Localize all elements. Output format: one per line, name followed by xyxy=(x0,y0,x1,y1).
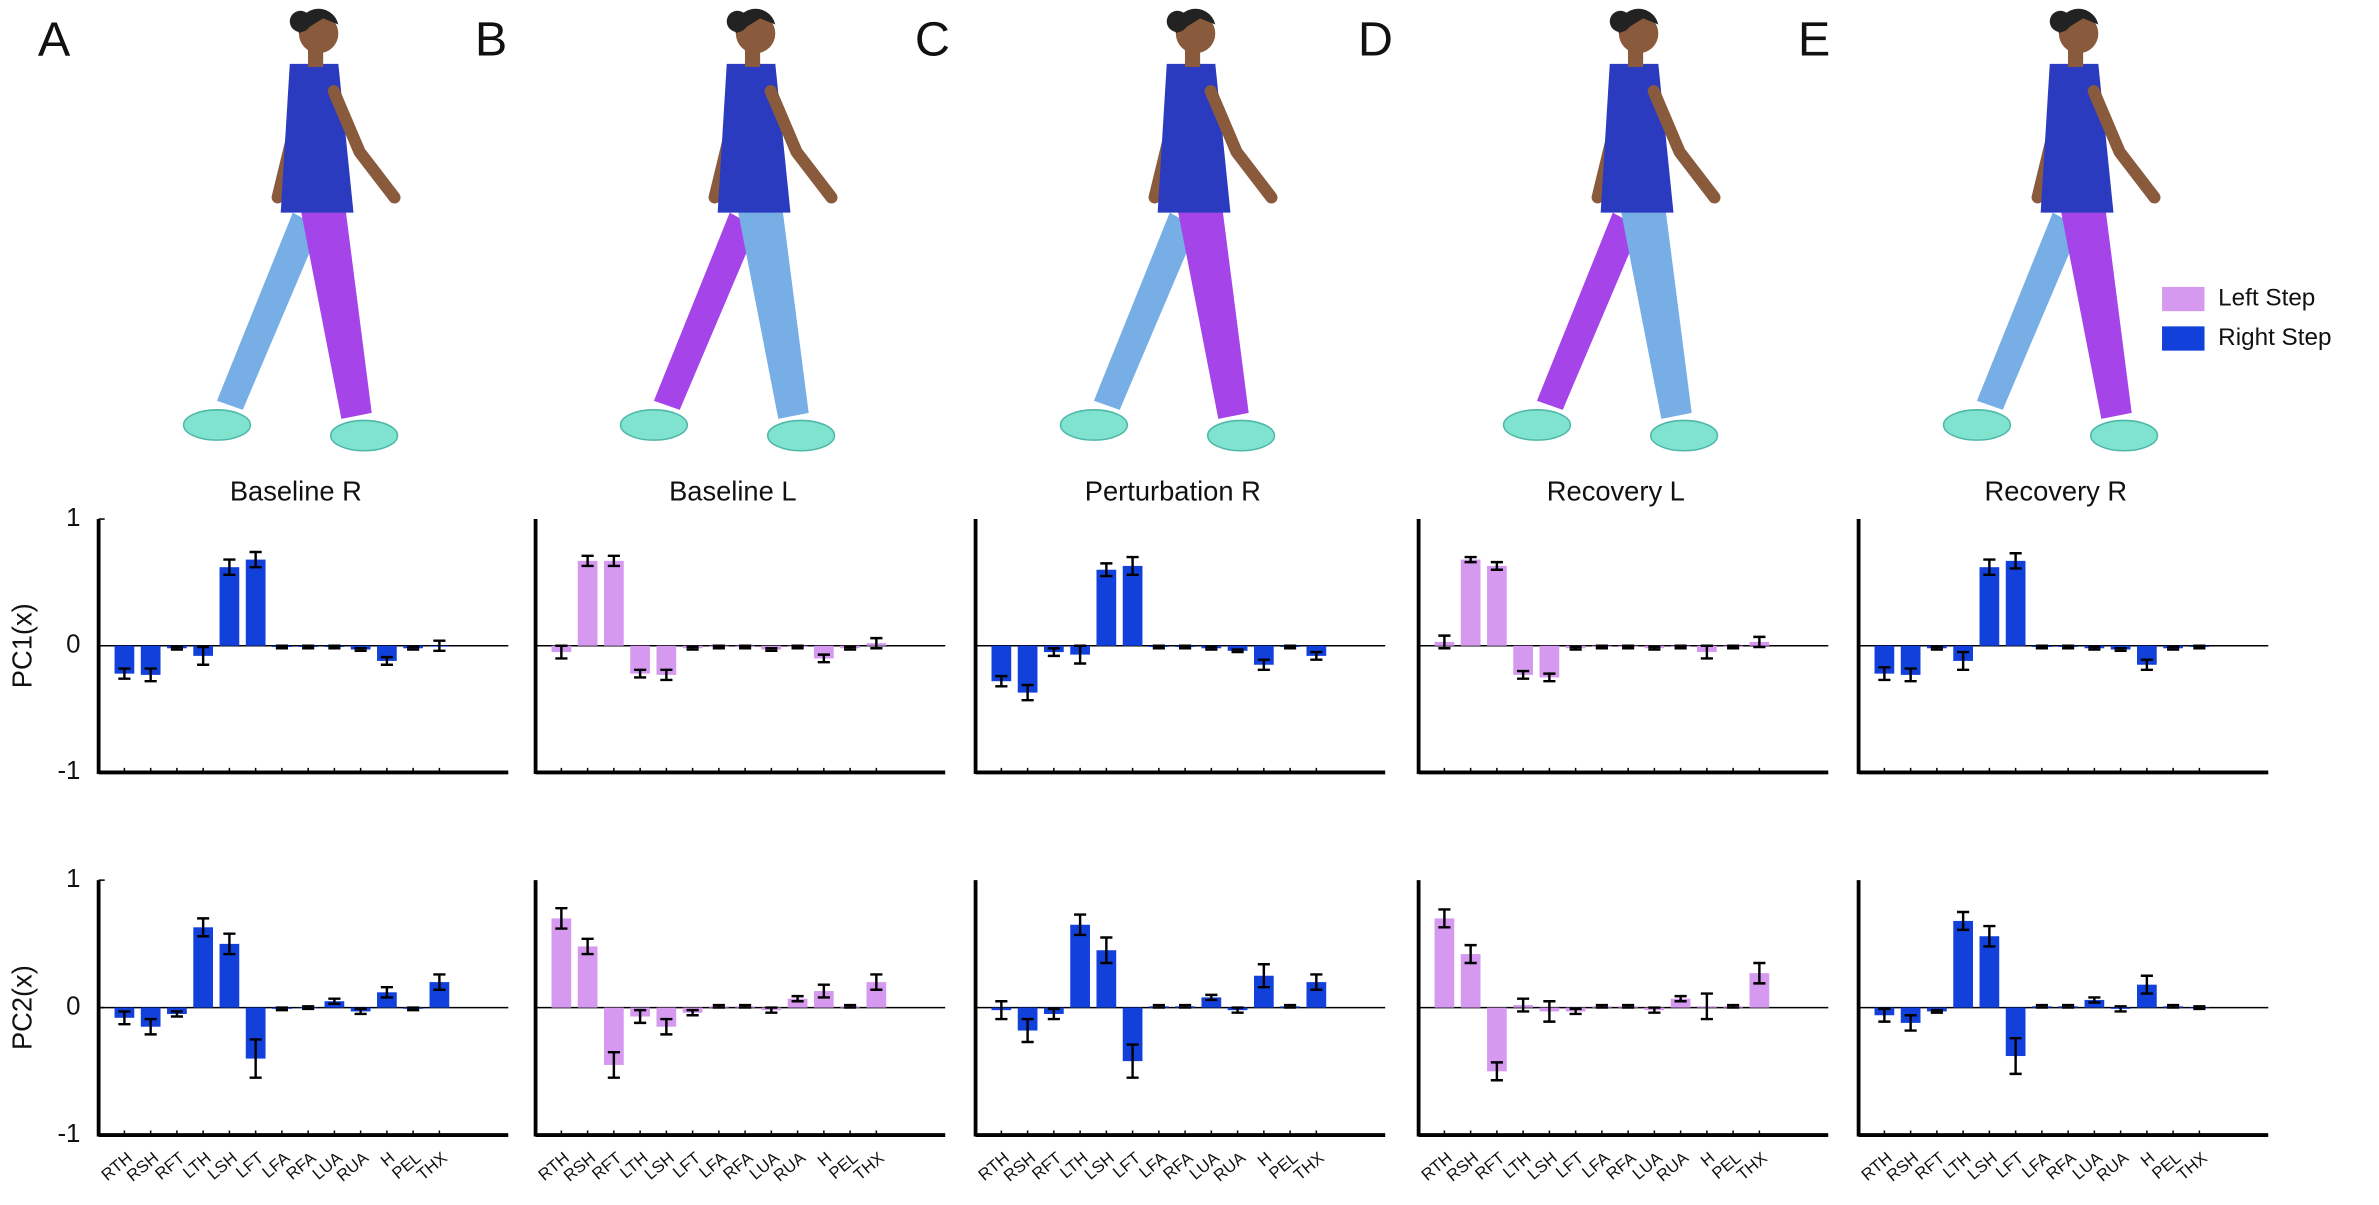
back-shoe xyxy=(1944,410,2011,440)
bar xyxy=(246,560,266,646)
x-tick-label: THX xyxy=(850,1148,888,1184)
y-tick-label: 1 xyxy=(66,504,80,532)
back-leg xyxy=(654,213,757,410)
x-tick-label: THX xyxy=(2173,1148,2211,1184)
error-bar xyxy=(1048,648,1060,656)
legend-label: Left Step xyxy=(2218,284,2315,311)
walker-illustration xyxy=(621,9,835,451)
front-shoe xyxy=(2091,420,2158,450)
bar xyxy=(604,561,624,646)
y-axis-label: PC1(x) xyxy=(6,603,37,688)
error-bar xyxy=(1205,995,1217,1000)
panel-label: C xyxy=(915,12,950,66)
y-tick-label: -1 xyxy=(57,1120,80,1148)
back-shoe xyxy=(1504,410,1571,440)
bar xyxy=(1980,567,2000,646)
chart-title: Perturbation R xyxy=(1085,475,1261,506)
panel-label: A xyxy=(38,12,71,66)
bar xyxy=(578,561,598,646)
x-tick-label: RUA xyxy=(333,1148,373,1186)
chart-title: Recovery R xyxy=(1985,475,2128,506)
y-tick-label: 0 xyxy=(66,992,80,1020)
error-bar xyxy=(171,1011,183,1016)
torso xyxy=(1158,64,1231,213)
x-tick-label: RUA xyxy=(1210,1148,1250,1186)
back-leg xyxy=(1977,213,2080,410)
front-shoe xyxy=(331,420,398,450)
x-tick-label: RUA xyxy=(2093,1148,2133,1186)
bar xyxy=(1070,925,1090,1008)
x-tick-label: RUA xyxy=(1653,1148,1693,1186)
walker-illustration xyxy=(1061,9,1275,451)
x-tick-label: THX xyxy=(413,1148,451,1184)
x-tick-label: THX xyxy=(1290,1148,1328,1184)
panel-label: E xyxy=(1798,12,1830,66)
hair-bun xyxy=(2050,11,2071,32)
torso xyxy=(2041,64,2114,213)
front-leg xyxy=(736,200,809,418)
chart-title: Recovery L xyxy=(1547,475,1685,506)
figure: Left Step Right Step A Baseline R PC1(x) -1 0 1… xyxy=(0,0,2379,1205)
back-leg xyxy=(217,213,320,410)
legend-swatch xyxy=(2162,326,2204,350)
back-leg xyxy=(1094,213,1197,410)
walker-illustration xyxy=(1504,9,1718,451)
y-tick-label: -1 xyxy=(57,757,80,785)
bar xyxy=(1461,560,1481,646)
torso xyxy=(281,64,354,213)
bar xyxy=(1953,921,1973,1008)
front-shoe xyxy=(1651,420,1718,450)
back-shoe xyxy=(1061,410,1128,440)
walker-illustration xyxy=(184,9,398,451)
back-leg xyxy=(1537,213,1640,410)
y-tick-label: 1 xyxy=(66,865,80,893)
y-tick-label: 0 xyxy=(66,631,80,659)
panel-label: D xyxy=(1358,12,1393,66)
back-shoe xyxy=(621,410,688,440)
hair-bun xyxy=(727,11,748,32)
chart-title: Baseline L xyxy=(669,475,796,506)
bar xyxy=(1123,566,1143,646)
front-shoe xyxy=(1208,420,1275,450)
walker-illustration xyxy=(1944,9,2158,451)
bar xyxy=(220,567,240,646)
bar xyxy=(1487,566,1507,646)
panel-label: B xyxy=(475,12,507,66)
x-tick-label: RUA xyxy=(770,1148,810,1186)
front-leg xyxy=(1176,200,1249,418)
torso xyxy=(718,64,791,213)
front-leg xyxy=(299,200,372,418)
bar xyxy=(1096,570,1116,646)
hair-bun xyxy=(1610,11,1631,32)
torso xyxy=(1601,64,1674,213)
x-tick-label: THX xyxy=(1733,1148,1771,1184)
chart-title: Baseline R xyxy=(230,475,362,506)
hair-bun xyxy=(1167,11,1188,32)
hair-bun xyxy=(290,11,311,32)
page: {"legend": {"position": "right", "items"… xyxy=(0,0,2379,1205)
error-bar xyxy=(792,996,804,1001)
back-shoe xyxy=(184,410,251,440)
error-bar xyxy=(381,657,393,665)
bar xyxy=(1435,918,1455,1007)
legend-label: Right Step xyxy=(2218,324,2331,351)
front-leg xyxy=(2059,200,2132,418)
front-shoe xyxy=(768,420,835,450)
legend-swatch xyxy=(2162,287,2204,311)
error-bar xyxy=(1675,996,1687,1001)
bar xyxy=(2006,561,2026,646)
bar xyxy=(193,927,213,1007)
front-leg xyxy=(1619,200,1692,418)
bar xyxy=(552,918,572,1007)
bar xyxy=(578,946,598,1007)
y-axis-label: PC2(x) xyxy=(6,965,37,1050)
